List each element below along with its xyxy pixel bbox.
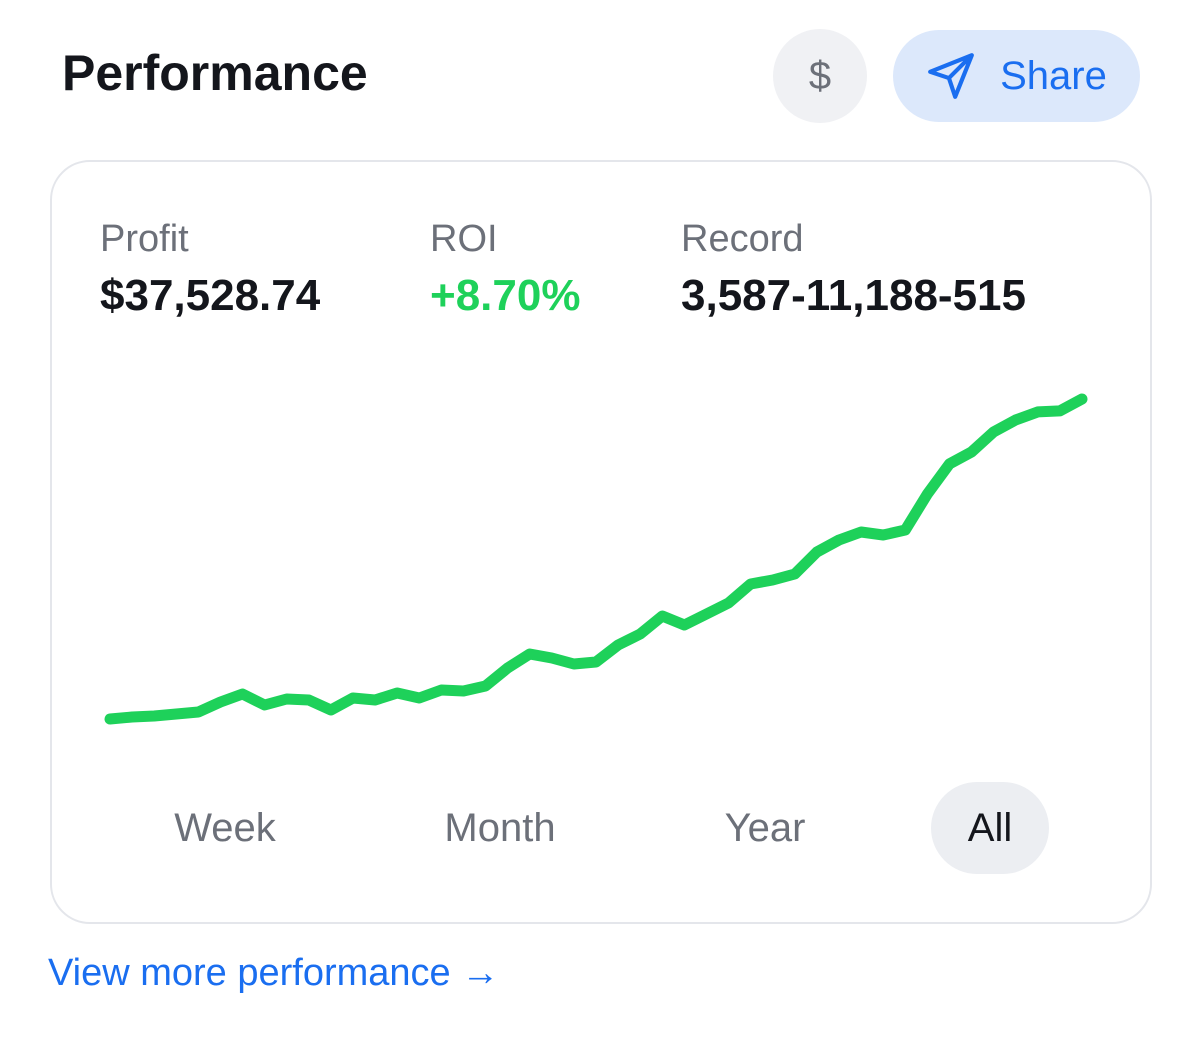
share-label: Share: [1000, 53, 1107, 98]
chart: [104, 393, 1088, 725]
stat-value: $37,528.74: [100, 271, 321, 320]
performance-card: Profit $37,528.74 ROI +8.70% Record 3,587-11,…: [50, 160, 1152, 924]
view-more-link[interactable]: View more performance →: [48, 952, 500, 994]
stat-value: 3,587-11,188-515: [681, 271, 1026, 320]
currency-button[interactable]: $: [773, 29, 867, 123]
range-tab[interactable]: Month: [441, 782, 559, 874]
stat: Record 3,587-11,188-515: [681, 218, 1026, 321]
share-button[interactable]: Share: [893, 30, 1140, 122]
stat-label: Record: [681, 218, 804, 260]
page-title: Performance: [62, 45, 368, 101]
stat-value: +8.70%: [430, 271, 581, 320]
range-tab[interactable]: Year: [706, 782, 824, 874]
stat-label: ROI: [430, 218, 498, 260]
range-tab[interactable]: Week: [166, 782, 284, 874]
profit-line: [104, 393, 1088, 725]
range-tab[interactable]: All: [931, 782, 1049, 874]
share-icon: [928, 53, 975, 99]
stat: ROI +8.70%: [430, 218, 580, 321]
stat: Profit $37,528.74: [100, 218, 320, 321]
stat-label: Profit: [100, 218, 189, 260]
